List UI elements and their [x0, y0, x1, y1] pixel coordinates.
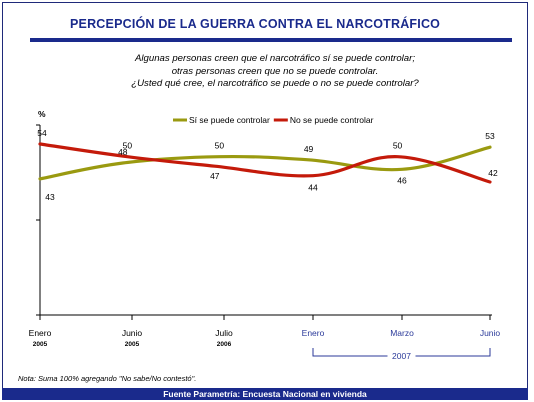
- source-footer: Fuente Parametría: Encuesta Nacional en …: [2, 388, 528, 400]
- data-label-1-4: 50: [393, 141, 403, 151]
- chart-title: PERCEPCIÓN DE LA GUERRA CONTRA EL NARCOT…: [70, 17, 441, 31]
- year-group-label: 2007: [392, 351, 411, 361]
- legend-label-1: No se puede controlar: [290, 115, 374, 125]
- data-label-1-2: 47: [210, 171, 220, 181]
- data-label-1-1: 50: [123, 141, 133, 151]
- data-label-1-0: 54: [37, 128, 47, 138]
- x-tick-label-2: Julio: [215, 328, 233, 338]
- x-tick-year-1: 2005: [125, 341, 140, 348]
- data-label-1-5: 42: [488, 168, 498, 178]
- series-line-1: [38, 142, 492, 184]
- data-label-0-3: 49: [304, 144, 314, 154]
- question-line-2: otras personas creen que no se puede con…: [171, 65, 379, 77]
- x-tick-label-1: Junio: [122, 328, 143, 338]
- year-group-label-bg: [387, 350, 416, 362]
- series-lines: [38, 142, 492, 184]
- data-label-0-5: 53: [485, 131, 495, 141]
- data-label-0-2: 50: [215, 141, 225, 151]
- chart-frame: [2, 2, 528, 390]
- x-tick-label-0: Enero: [29, 328, 52, 338]
- x-tick-label-3: Enero: [302, 328, 325, 338]
- x-tick-year-2: 2006: [217, 341, 232, 348]
- survey-question: Algunas personas creen que el narcotráfi…: [60, 53, 490, 91]
- footnote: Nota: Suma 100% agregando "No sabe/No co…: [18, 374, 196, 383]
- question-line-3: ¿Usted qué cree, el narcotráfico se pued…: [131, 78, 419, 89]
- title-rule: [30, 38, 512, 42]
- legend: Sí se puede controlar No se puede control…: [173, 115, 374, 125]
- question-line-1: Algunas personas creen que el narcotráfi…: [135, 53, 415, 64]
- legend-label-0: Sí se puede controlar: [189, 115, 270, 125]
- series-line-0: [38, 145, 492, 181]
- data-label-0-1: 48: [118, 147, 128, 157]
- x-tick-label-4: Marzo: [390, 328, 414, 338]
- year-group-2007: 2007: [312, 348, 491, 362]
- x-tick-label-5: Junio: [480, 328, 501, 338]
- data-label-1-3: 44: [308, 183, 318, 193]
- y-axis-label: %: [38, 109, 46, 119]
- data-label-0-4: 46: [397, 175, 407, 185]
- x-ticks: Enero 2005 Junio 2005 Julio 2006 Enero Marzo Jun…: [29, 315, 501, 348]
- y-ticks: [36, 124, 40, 316]
- data-label-0-0: 43: [45, 192, 55, 202]
- x-tick-year-0: 2005: [33, 341, 48, 348]
